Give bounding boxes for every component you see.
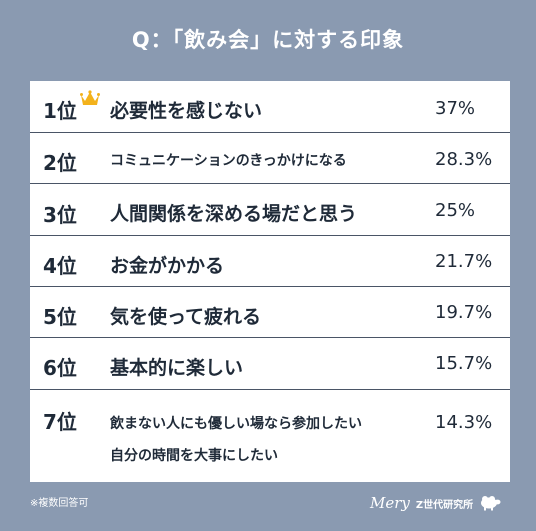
answer-label: お金がかかる bbox=[110, 255, 225, 277]
rank-label: 4位 bbox=[43, 254, 77, 278]
answer-line: 飲まない人にも優しい場なら参加したい bbox=[110, 416, 362, 432]
answer-label: 飲まない人にも優しい場なら参加したい 自分の時間を大事にしたい bbox=[110, 413, 362, 465]
table-row: 3位 人間関係を深める場だと思う 25% bbox=[30, 184, 510, 236]
crown-icon bbox=[80, 90, 100, 105]
percent-value: 15.7% bbox=[435, 353, 493, 374]
percent-value: 21.7% bbox=[435, 251, 493, 272]
percent-value: 19.7% bbox=[435, 302, 493, 323]
rank-label: 7位 bbox=[43, 410, 77, 434]
answer-label: コミュニケーションのきっかけになる bbox=[110, 153, 347, 169]
brand-lab: Z世代研究所 bbox=[415, 499, 474, 511]
sheep-icon bbox=[481, 496, 501, 511]
rank-label: 6位 bbox=[43, 356, 77, 380]
ranking-table: 1位 必要性を感じない 37% 2位 コミュニケーションのきっかけになる 28.… bbox=[30, 81, 510, 482]
rank-label: 2位 bbox=[43, 151, 77, 175]
percent-value: 25% bbox=[435, 200, 476, 221]
page-title: Q：「飲み会」に対する印象 bbox=[131, 28, 405, 52]
percent-value: 28.3% bbox=[435, 149, 493, 170]
rank-label: 5位 bbox=[43, 305, 77, 329]
table-row: 6位 基本的に楽しい 15.7% bbox=[30, 338, 510, 390]
answer-label: 必要性を感じない bbox=[110, 100, 263, 122]
answer-label: 気を使って疲れる bbox=[110, 306, 262, 328]
table-row: 2位 コミュニケーションのきっかけになる 28.3% bbox=[30, 133, 510, 184]
answer-label: 人間関係を深める場だと思う bbox=[110, 203, 358, 225]
answer-line: 自分の時間を大事にしたい bbox=[110, 448, 278, 464]
table-row: 1位 必要性を感じない 37% bbox=[30, 81, 510, 133]
table-row: 7位 飲まない人にも優しい場なら参加したい 自分の時間を大事にしたい 14.3% bbox=[30, 390, 510, 482]
footnote: ※複数回答可 bbox=[30, 498, 89, 509]
rank-label: 3位 bbox=[43, 203, 77, 227]
percent-value: 14.3% bbox=[435, 412, 493, 433]
brand-logo: Mery Z世代研究所 bbox=[370, 494, 501, 512]
table-row: 5位 気を使って疲れる 19.7% bbox=[30, 287, 510, 338]
brand-name: Mery bbox=[370, 494, 410, 512]
percent-value: 37% bbox=[435, 98, 476, 119]
table-row: 4位 お金がかかる 21.7% bbox=[30, 236, 510, 287]
rank-label: 1位 bbox=[43, 99, 77, 123]
answer-label: 基本的に楽しい bbox=[110, 357, 244, 379]
